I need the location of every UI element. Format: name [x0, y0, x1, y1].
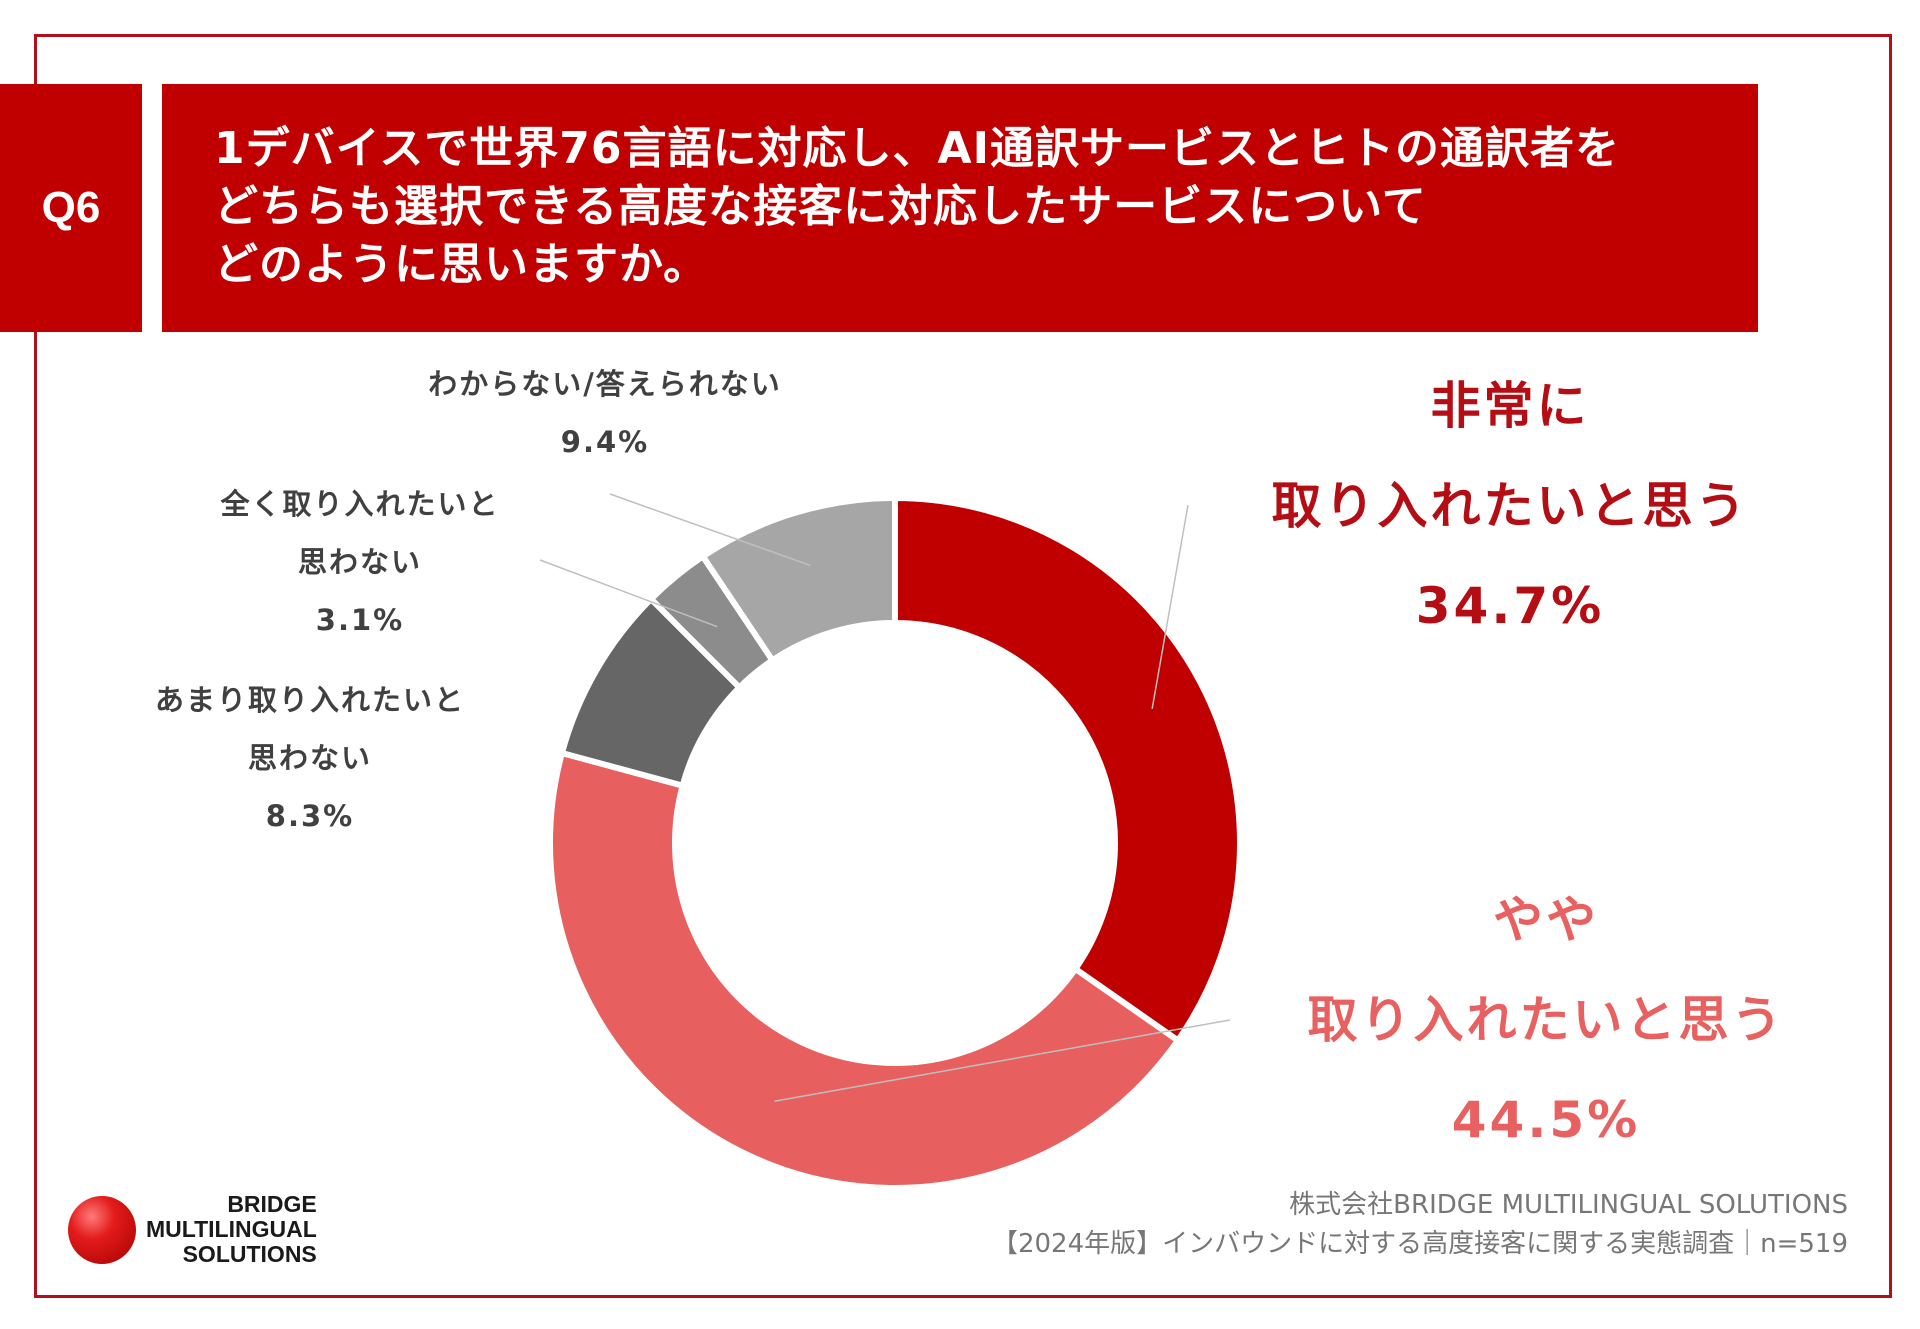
label-somewhat-value: 44.5% — [1451, 1091, 1641, 1149]
leader-somewhat — [774, 1019, 1231, 1102]
outer-frame — [34, 34, 1892, 1298]
question-line-3: どのように思いますか。 — [214, 239, 709, 290]
question-number-badge: Q6 — [0, 84, 142, 332]
label-very-much-line-1: 非常に — [1430, 377, 1590, 435]
label-somewhat-line-1: やや — [1493, 891, 1599, 949]
question-line-2: どちらも選択できる高度な接客に対応したサービスについて — [214, 181, 1427, 232]
question-line-1: 1デバイスで世界76言語に対応し、AI通訳サービスとヒトの通訳者を — [214, 123, 1620, 174]
logo-line-3: SOLUTIONS — [182, 1241, 317, 1267]
label-very-much-line-2: 取り入れたいと思う — [1271, 477, 1749, 535]
logo-line-2: MULTILINGUAL — [146, 1216, 317, 1242]
leader-lines — [539, 493, 1231, 1102]
label-very-much: 非常に 取り入れたいと思う 34.7% — [1200, 356, 1820, 656]
leader-very-much — [1151, 504, 1189, 710]
label-not-much-line-2: 思わない — [247, 741, 372, 775]
leader-not-at-all — [539, 559, 718, 628]
question-number: Q6 — [41, 183, 101, 232]
label-somewhat-line-2: 取り入れたいと思う — [1307, 991, 1785, 1049]
label-not-much-line-1: あまり取り入れたいと — [154, 683, 465, 717]
label-dont-know: わからない/答えられない 9.4% — [380, 355, 830, 471]
label-not-at-all-line-1: 全く取り入れたいと — [220, 487, 500, 521]
label-somewhat: やや 取り入れたいと思う 44.5% — [1236, 870, 1856, 1170]
label-not-much-value: 8.3% — [265, 799, 355, 833]
source-footer: 株式会社BRIDGE MULTILINGUAL SOLUTIONS 【2024年… — [992, 1186, 1848, 1264]
label-not-at-all: 全く取り入れたいと 思わない 3.1% — [160, 475, 560, 649]
label-very-much-value: 34.7% — [1415, 577, 1605, 635]
slice-somewhat — [547, 750, 1181, 1191]
label-dont-know-line-1: わからない/答えられない — [428, 367, 782, 401]
slice-very-much — [892, 495, 1243, 1044]
logo-sphere-icon — [68, 1196, 136, 1264]
label-not-much: あまり取り入れたいと 思わない 8.3% — [110, 671, 510, 845]
company-logo: BRIDGE MULTILINGUAL SOLUTIONS — [68, 1188, 338, 1268]
logo-wordmark: BRIDGE MULTILINGUAL SOLUTIONS — [146, 1192, 317, 1267]
leader-dont-know — [609, 493, 811, 567]
slice-dont-know — [699, 495, 898, 664]
label-dont-know-value: 9.4% — [560, 425, 650, 459]
label-not-at-all-line-2: 思わない — [297, 545, 422, 579]
footer-company: 株式会社BRIDGE MULTILINGUAL SOLUTIONS — [1289, 1190, 1848, 1220]
question-banner: 1デバイスで世界76言語に対応し、AI通訳サービスとヒトの通訳者を どちらも選択… — [162, 84, 1758, 332]
label-not-at-all-value: 3.1% — [315, 603, 405, 637]
donut-slices — [547, 495, 1243, 1191]
logo-line-1: BRIDGE — [227, 1191, 317, 1217]
footer-survey: 【2024年版】インバウンドに対する高度接客に関する実態調査｜n=519 — [991, 1229, 1848, 1259]
